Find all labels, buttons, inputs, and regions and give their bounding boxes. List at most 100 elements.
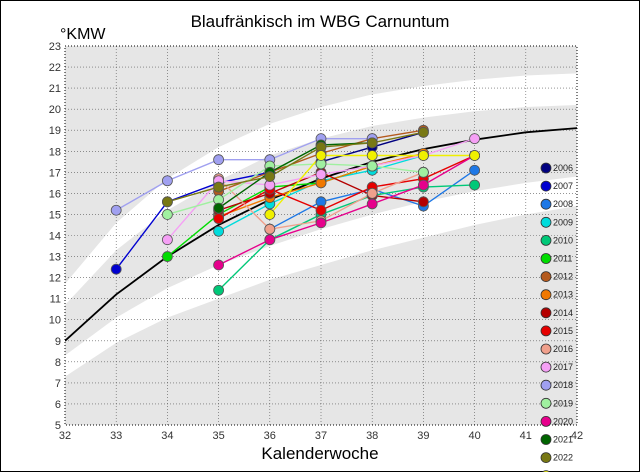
- legend-label-2010: 2010: [553, 235, 573, 245]
- legend-label-2013: 2013: [553, 290, 573, 300]
- x-tick-label: 34: [161, 430, 173, 442]
- legend: 2006 2007 2008 2009 2010 2011 2012 2013 2014 2015…: [540, 162, 573, 472]
- y-tick-label: 5: [55, 420, 61, 432]
- point-2023: [469, 150, 481, 161]
- point-2009: [213, 225, 225, 237]
- y-tick-label: 17: [49, 167, 61, 179]
- series-line-2019: [167, 163, 424, 216]
- point-2016: [366, 187, 378, 199]
- x-axis-label: Kalenderwoche: [261, 444, 379, 463]
- legend-marker-2008: [540, 198, 552, 210]
- y-tick-label: 20: [49, 104, 61, 116]
- legend-marker-2015: [540, 325, 552, 337]
- y-tick-label: 19: [49, 125, 61, 137]
- series-line-2022: [167, 131, 424, 203]
- y-axis-label: °KMW: [60, 26, 106, 43]
- chart-title: Blaufränkisch im WBG Carnuntum: [190, 12, 450, 31]
- x-tick-label: 38: [366, 430, 378, 442]
- x-tick-label: 35: [212, 430, 224, 442]
- legend-label-2022: 2022: [553, 453, 573, 463]
- legend-label-2020: 2020: [553, 416, 573, 426]
- legend-marker-2013: [540, 289, 552, 301]
- point-2022: [161, 196, 173, 208]
- y-tick-label: 7: [55, 378, 61, 390]
- point-2023: [264, 209, 276, 220]
- x-tick-label: 39: [417, 430, 429, 442]
- x-tick-labels: 32 33 34 35 36 37 38 39 40 41 42: [59, 430, 583, 442]
- series-line-2010: [218, 184, 475, 291]
- y-tick-label: 12: [49, 273, 61, 285]
- y-tick-label: 23: [49, 41, 61, 53]
- point-2020: [213, 259, 225, 271]
- point-2017: [469, 133, 481, 145]
- point-2019: [366, 160, 378, 172]
- y-tick-label: 16: [49, 188, 61, 200]
- legend-label-2011: 2011: [553, 254, 572, 264]
- series-line-2020: [218, 154, 475, 266]
- y-tick-label: 18: [49, 146, 61, 158]
- point-2015: [315, 204, 327, 216]
- legend-label-2017: 2017: [553, 362, 573, 372]
- y-tick-label: 21: [49, 83, 61, 95]
- legend-label-2008: 2008: [553, 199, 573, 209]
- y-tick-label: 6: [55, 399, 61, 411]
- point-2022: [366, 137, 378, 149]
- point-2023: [417, 150, 429, 161]
- legend-marker-2018: [540, 379, 552, 391]
- y-tick-label: 10: [49, 315, 61, 327]
- point-2018: [213, 154, 225, 166]
- point-2020: [417, 179, 429, 191]
- y-tick-label: 14: [49, 231, 61, 243]
- point-2023: [366, 150, 378, 161]
- y-tick-label: 13: [49, 252, 61, 264]
- point-2017: [315, 169, 327, 180]
- point-2020: [366, 198, 378, 210]
- point-2018: [110, 204, 122, 216]
- point-2007: [110, 263, 122, 275]
- legend-marker-2017: [540, 361, 552, 373]
- series-line-2018: [115, 137, 373, 211]
- y-tick-label: 11: [50, 294, 61, 306]
- legend-label-2019: 2019: [553, 398, 573, 408]
- legend-marker-2010: [540, 234, 552, 246]
- y-tick-label: 8: [55, 357, 61, 369]
- legend-marker-2011: [540, 253, 552, 264]
- plot-border: [64, 45, 578, 426]
- legend-label-2015: 2015: [553, 326, 573, 336]
- legend-marker-2007: [540, 180, 552, 192]
- legend-label-2023: 2023: [553, 471, 573, 472]
- legend-label-2016: 2016: [553, 344, 573, 354]
- legend-marker-2012: [540, 271, 552, 283]
- point-2008: [469, 164, 481, 176]
- legend-marker-2006: [540, 162, 552, 174]
- x-tick-label: 40: [468, 430, 480, 442]
- y-tick-label: 22: [49, 62, 61, 74]
- legend-marker-2020: [540, 415, 552, 427]
- point-2010: [213, 284, 225, 296]
- y-tick-labels: 5 6 7 8 9 10 11 12 13 14 15 16 17 18 19 20 21 22 23: [49, 41, 61, 432]
- legend-marker-2014: [540, 307, 552, 319]
- legend-marker-2009: [540, 216, 552, 228]
- y-tick-label: 15: [49, 209, 61, 221]
- grid-lines: [64, 45, 578, 426]
- point-2016: [264, 223, 276, 235]
- x-tick-label: 33: [110, 430, 122, 442]
- point-2011: [161, 251, 173, 262]
- point-2023: [315, 150, 327, 161]
- legend-marker-2016: [540, 343, 552, 355]
- point-2010: [469, 179, 481, 191]
- point-2017: [161, 234, 173, 246]
- legend-label-2006: 2006: [553, 163, 573, 173]
- legend-label-2009: 2009: [553, 217, 573, 227]
- point-2019: [161, 209, 173, 220]
- x-tick-label: 41: [520, 430, 532, 442]
- point-2021: [213, 202, 225, 214]
- point-2020: [264, 234, 276, 246]
- point-2022: [213, 181, 225, 193]
- series-points: [110, 124, 481, 296]
- legend-marker-2021: [540, 434, 552, 445]
- point-2022: [264, 171, 276, 182]
- y-tick-label: 9: [55, 336, 61, 348]
- series-line-2021: [218, 142, 373, 209]
